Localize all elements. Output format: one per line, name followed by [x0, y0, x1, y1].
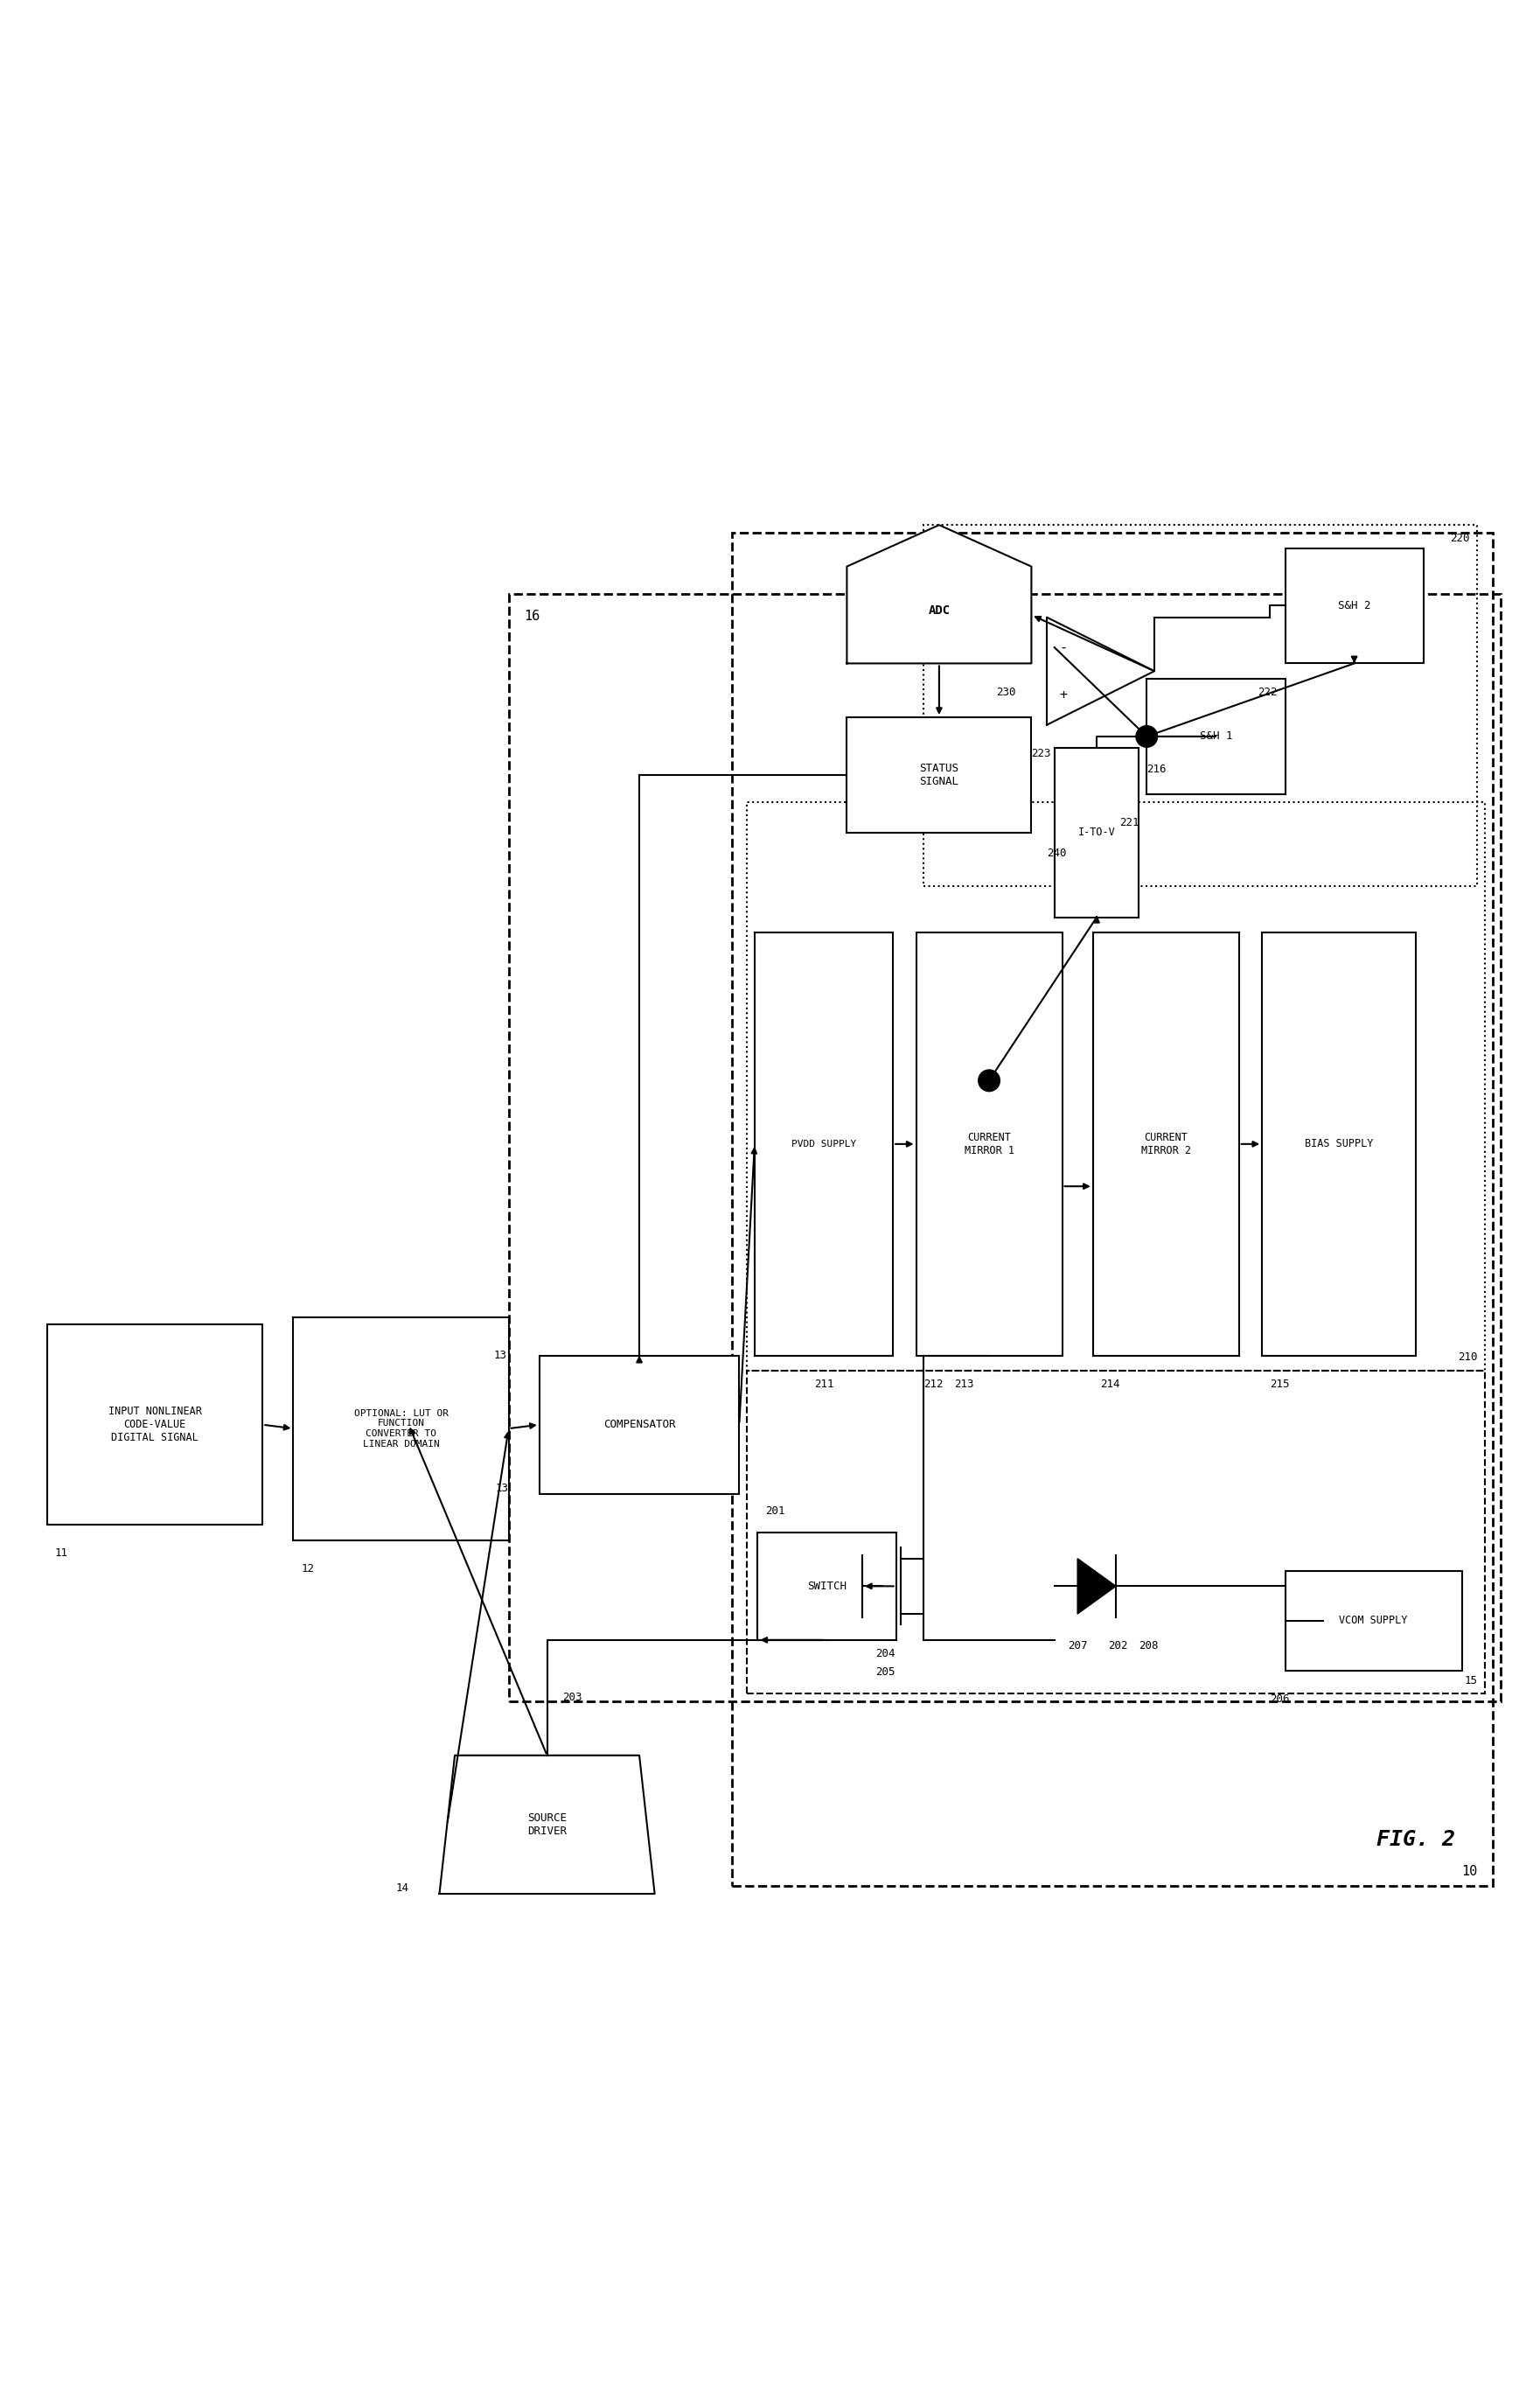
FancyBboxPatch shape: [758, 1533, 896, 1641]
Text: 205: 205: [875, 1667, 895, 1676]
Text: +: +: [1060, 688, 1067, 702]
Text: 204: 204: [875, 1648, 895, 1660]
Text: 206: 206: [1269, 1693, 1289, 1705]
FancyBboxPatch shape: [847, 716, 1032, 833]
Text: 207: 207: [1067, 1641, 1087, 1652]
Polygon shape: [439, 1755, 654, 1894]
Text: -: -: [1060, 640, 1067, 654]
Polygon shape: [1078, 1559, 1116, 1614]
FancyBboxPatch shape: [916, 934, 1063, 1356]
Text: CURRENT
MIRROR 1: CURRENT MIRROR 1: [964, 1132, 1013, 1156]
Text: 12: 12: [300, 1564, 314, 1574]
Text: 201: 201: [765, 1504, 785, 1516]
Polygon shape: [847, 525, 1032, 664]
Text: 11: 11: [55, 1547, 68, 1559]
Text: S&H 1: S&H 1: [1200, 731, 1232, 743]
Text: 213: 213: [955, 1378, 975, 1390]
FancyBboxPatch shape: [1284, 1571, 1461, 1672]
Text: VCOM SUPPLY: VCOM SUPPLY: [1340, 1614, 1408, 1626]
Text: 211: 211: [815, 1378, 833, 1390]
FancyBboxPatch shape: [755, 934, 893, 1356]
Text: 210: 210: [1457, 1352, 1477, 1364]
Circle shape: [1137, 726, 1158, 747]
Text: 10: 10: [1461, 1865, 1477, 1879]
Polygon shape: [1047, 616, 1155, 726]
FancyBboxPatch shape: [1055, 747, 1140, 917]
Circle shape: [978, 1070, 999, 1091]
Text: 221: 221: [1120, 817, 1140, 829]
Text: ADC: ADC: [929, 604, 950, 616]
Text: FIG. 2: FIG. 2: [1377, 1829, 1455, 1851]
FancyBboxPatch shape: [1147, 678, 1284, 795]
Text: STATUS
SIGNAL: STATUS SIGNAL: [919, 762, 959, 788]
Text: 212: 212: [924, 1378, 944, 1390]
Text: 13: 13: [496, 1483, 508, 1495]
Text: 208: 208: [1140, 1641, 1158, 1652]
Text: 216: 216: [1147, 764, 1166, 774]
Text: OPTIONAL: LUT OR
FUNCTION
CONVERTER TO
LINEAR DOMAIN: OPTIONAL: LUT OR FUNCTION CONVERTER TO L…: [354, 1409, 448, 1447]
Text: 203: 203: [562, 1693, 582, 1703]
Text: 240: 240: [1047, 848, 1066, 860]
FancyBboxPatch shape: [1284, 549, 1423, 664]
Text: 15: 15: [1465, 1674, 1477, 1686]
FancyBboxPatch shape: [293, 1318, 508, 1540]
Text: COMPENSATOR: COMPENSATOR: [604, 1418, 676, 1430]
Text: 16: 16: [524, 609, 541, 623]
FancyBboxPatch shape: [539, 1356, 739, 1495]
Text: 214: 214: [1101, 1378, 1120, 1390]
FancyBboxPatch shape: [48, 1325, 263, 1524]
Text: 220: 220: [1451, 533, 1469, 544]
Text: SOURCE
DRIVER: SOURCE DRIVER: [527, 1812, 567, 1836]
FancyBboxPatch shape: [1093, 934, 1240, 1356]
FancyBboxPatch shape: [1261, 934, 1415, 1356]
Text: 13: 13: [493, 1349, 507, 1361]
Text: INPUT NONLINEAR
CODE-VALUE
DIGITAL SIGNAL: INPUT NONLINEAR CODE-VALUE DIGITAL SIGNA…: [108, 1407, 202, 1442]
Text: 215: 215: [1269, 1378, 1289, 1390]
Text: PVDD SUPPLY: PVDD SUPPLY: [792, 1139, 856, 1149]
Text: 223: 223: [1032, 747, 1052, 759]
Text: 230: 230: [996, 685, 1016, 697]
Text: S&H 2: S&H 2: [1338, 599, 1371, 611]
Text: CURRENT
MIRROR 2: CURRENT MIRROR 2: [1141, 1132, 1190, 1156]
Text: 202: 202: [1109, 1641, 1127, 1652]
Text: 222: 222: [1258, 685, 1277, 697]
Text: SWITCH: SWITCH: [807, 1581, 847, 1593]
Text: I-TO-V: I-TO-V: [1078, 826, 1115, 838]
FancyBboxPatch shape: [731, 533, 1492, 1887]
Text: BIAS SUPPLY: BIAS SUPPLY: [1304, 1139, 1374, 1149]
Text: 14: 14: [396, 1882, 408, 1894]
